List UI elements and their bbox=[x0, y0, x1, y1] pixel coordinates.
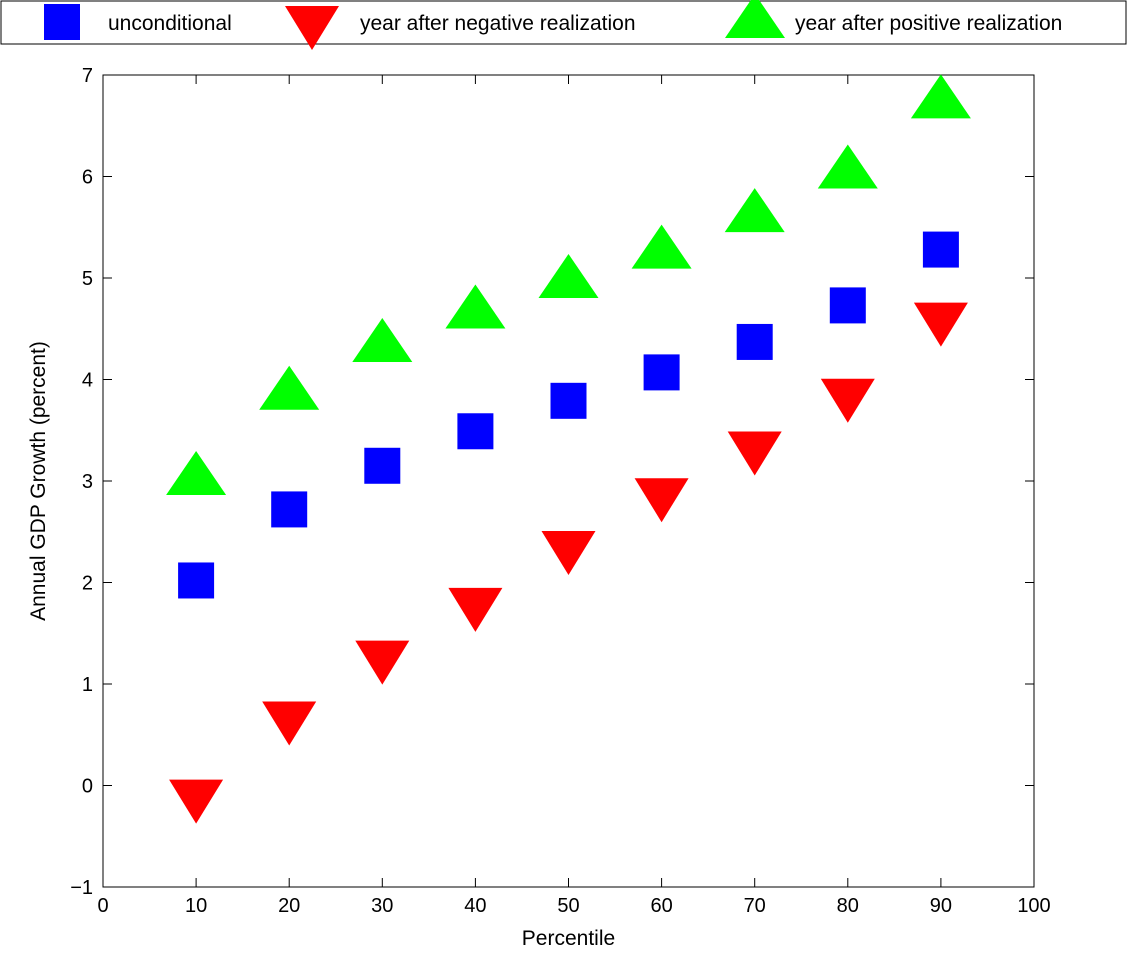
data-point bbox=[634, 478, 689, 523]
data-point bbox=[631, 224, 692, 269]
y-tick-label: 5 bbox=[82, 268, 93, 290]
x-tick-label: 100 bbox=[1017, 895, 1050, 917]
x-tick-label: 70 bbox=[744, 895, 766, 917]
data-point bbox=[445, 284, 506, 329]
data-point bbox=[820, 378, 875, 423]
data-point bbox=[271, 491, 308, 528]
y-tick-label: −1 bbox=[70, 877, 93, 899]
axes bbox=[102, 74, 1035, 888]
data-point bbox=[736, 323, 773, 360]
data-point bbox=[355, 640, 410, 685]
plot-frame bbox=[102, 74, 1035, 888]
legend-label: unconditional bbox=[108, 12, 232, 35]
data-point bbox=[352, 318, 413, 363]
x-tick-label: 60 bbox=[650, 895, 672, 917]
data-point bbox=[448, 587, 503, 632]
legend-item: year after negative realization bbox=[285, 6, 636, 50]
legend-item: year after positive realization bbox=[725, 0, 1062, 38]
data-point bbox=[541, 530, 596, 575]
data-point bbox=[550, 382, 587, 419]
data-point bbox=[724, 188, 785, 233]
x-tick-label: 90 bbox=[930, 895, 952, 917]
x-tick-label: 30 bbox=[371, 895, 393, 917]
legend-box bbox=[0, 0, 1127, 45]
y-tick-label: 3 bbox=[82, 471, 93, 493]
x-tick-label: 0 bbox=[97, 895, 108, 917]
x-tick-label: 80 bbox=[837, 895, 859, 917]
data-point bbox=[727, 431, 782, 476]
x-tick-label: 50 bbox=[557, 895, 579, 917]
y-tick-label: 0 bbox=[82, 776, 93, 798]
legend: unconditional year after negative realiza… bbox=[0, 0, 1127, 50]
data-point bbox=[817, 144, 878, 189]
y-axis-title: Annual GDP Growth (percent) bbox=[27, 341, 50, 621]
y-tick-label: 2 bbox=[82, 573, 93, 595]
series-1 bbox=[169, 302, 968, 824]
series-0 bbox=[178, 231, 959, 599]
data-point bbox=[259, 365, 320, 410]
x-axis-title: Percentile bbox=[522, 927, 615, 950]
data-point bbox=[829, 287, 866, 324]
data-point bbox=[457, 413, 494, 450]
y-tick-label: 6 bbox=[82, 167, 93, 189]
legend-marker bbox=[285, 6, 339, 50]
legend-marker bbox=[44, 4, 80, 40]
legend-label: year after positive realization bbox=[795, 12, 1062, 35]
data-point bbox=[178, 562, 215, 599]
data-point bbox=[262, 701, 317, 746]
y-tick-label: 4 bbox=[82, 370, 93, 392]
data-point bbox=[922, 231, 959, 268]
data-point bbox=[910, 74, 971, 119]
x-tick-label: 20 bbox=[278, 895, 300, 917]
legend-item: unconditional bbox=[44, 4, 232, 40]
series-2 bbox=[166, 74, 971, 495]
legend-marker bbox=[725, 0, 785, 38]
legend-label: year after negative realization bbox=[360, 12, 636, 35]
x-tick-label: 10 bbox=[185, 895, 207, 917]
data-point bbox=[913, 302, 968, 347]
data-point bbox=[166, 450, 227, 495]
data-point bbox=[364, 447, 401, 484]
data-point bbox=[643, 354, 680, 391]
y-tick-label: 7 bbox=[82, 65, 93, 87]
data-point bbox=[169, 779, 224, 824]
data-marks bbox=[166, 74, 971, 824]
y-tick-label: 1 bbox=[82, 674, 93, 696]
x-tick-label: 40 bbox=[464, 895, 486, 917]
data-point bbox=[538, 254, 599, 299]
